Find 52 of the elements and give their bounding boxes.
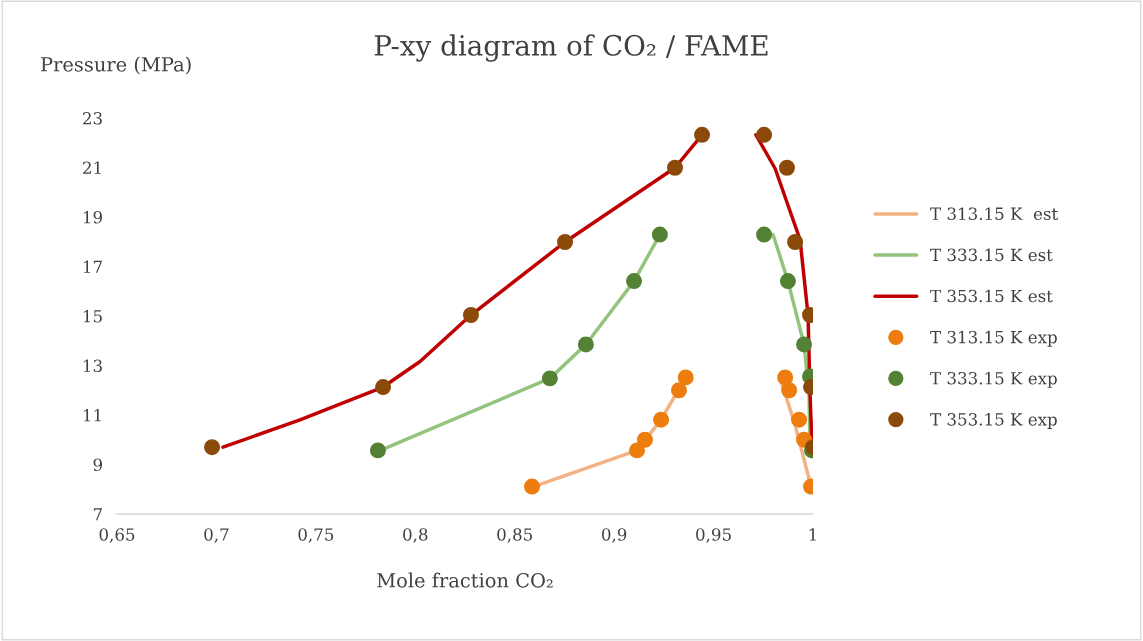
point — [787, 234, 804, 250]
point — [651, 226, 668, 243]
point — [626, 273, 643, 290]
y-tick-label: 11 — [83, 408, 101, 422]
y-tick-label: 17 — [83, 260, 102, 273]
point — [781, 382, 798, 399]
point — [577, 336, 594, 353]
x-tick-label: 0,7 — [204, 528, 229, 543]
point — [779, 273, 796, 290]
y-tick-label: 9 — [93, 458, 102, 472]
y-tick-label: 21 — [83, 161, 101, 174]
point — [694, 126, 711, 143]
x-tick-label: 0,75 — [298, 528, 334, 543]
x-tick-label: 0,65 — [99, 528, 135, 543]
chart-title: P-xy diagram of CO₂ / FAME — [374, 34, 768, 62]
point — [636, 431, 653, 448]
point — [677, 369, 694, 386]
y-tick-label: 19 — [83, 210, 102, 224]
x-tick-label: 1 — [809, 528, 816, 541]
x-axis-title: Mole fraction CO₂ — [377, 572, 553, 588]
point — [557, 234, 574, 250]
point — [204, 439, 221, 456]
point — [375, 379, 392, 396]
y-tick-label: 23 — [83, 111, 102, 125]
legend-label: T 313.15 K exp — [930, 330, 1057, 347]
point — [756, 126, 773, 143]
x-tick-label: 0,8 — [403, 528, 428, 543]
point — [369, 442, 386, 459]
point — [462, 307, 479, 323]
legend-label: T 353.15 K est — [930, 289, 1053, 303]
y-axis-title: Pressure (MPa) — [41, 56, 191, 75]
point — [653, 411, 670, 428]
point — [778, 159, 795, 176]
point — [796, 336, 813, 353]
point — [777, 369, 794, 386]
legend-label: T 333.15 K exp — [930, 371, 1057, 388]
point — [629, 442, 645, 459]
point — [791, 411, 808, 428]
point — [541, 370, 558, 387]
point — [524, 478, 540, 495]
x-tick-label: 0,9 — [601, 528, 627, 543]
point — [670, 382, 687, 399]
y-tick-label: 7 — [93, 508, 102, 521]
y-tick-label: 13 — [83, 359, 102, 373]
legend-label: T 333.15 K est — [930, 248, 1053, 262]
legend-label: T 313.15 K est — [930, 207, 1059, 221]
point — [756, 226, 773, 243]
legend-label: T 353.15 K exp — [930, 413, 1057, 429]
y-tick-label: 15 — [83, 309, 102, 323]
x-tick-label: 0,85 — [497, 528, 532, 543]
point — [667, 159, 683, 176]
x-tick-label: 0,95 — [696, 528, 731, 543]
